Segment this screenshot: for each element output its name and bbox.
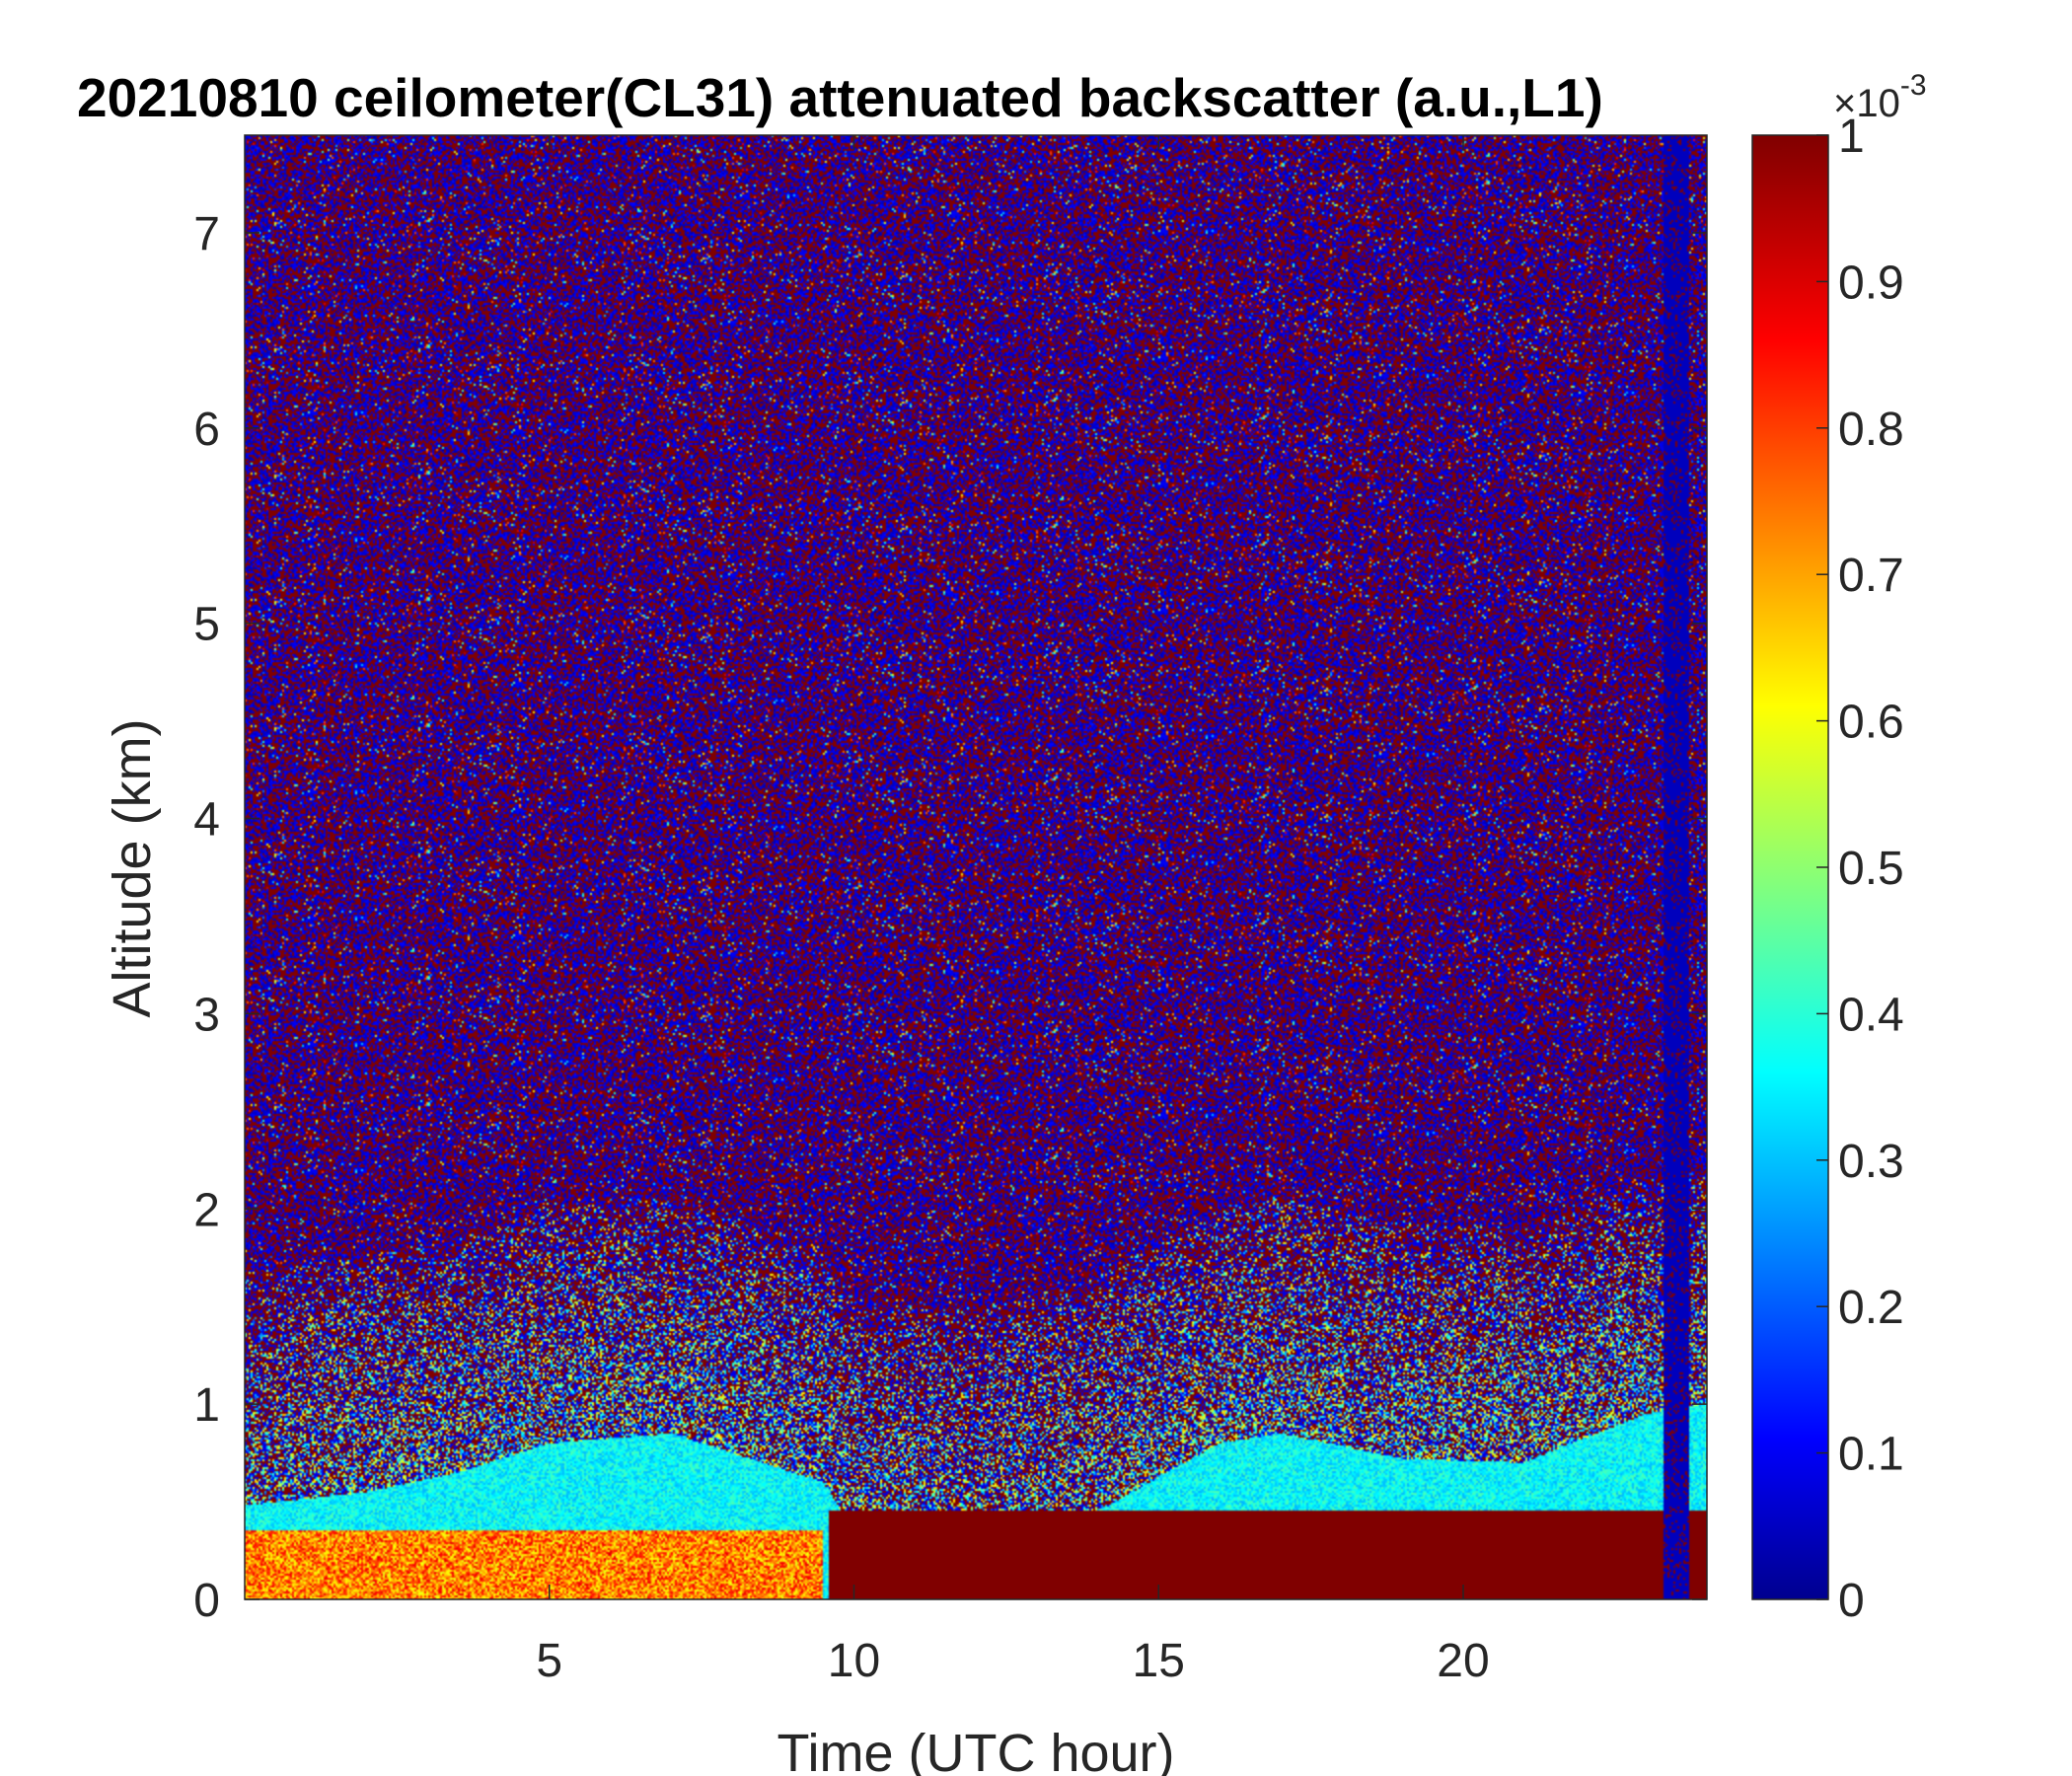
y-axis-label: Altitude (km) — [103, 718, 162, 1017]
colorbar-tick-label: 0.2 — [1838, 1282, 1904, 1334]
colorbar-tick-label: 0.9 — [1838, 257, 1904, 309]
y-tick-label: 0 — [193, 1575, 220, 1627]
y-axis-ticks: 0 1 2 3 4 5 6 7 — [193, 208, 1707, 1627]
colorbar-tick-label: 0.4 — [1838, 989, 1904, 1041]
x-tick-label: 20 — [1437, 1635, 1489, 1687]
colorbar-multiplier-exponent: -3 — [1900, 69, 1927, 102]
y-tick-label: 4 — [193, 794, 220, 847]
colorbar-multiplier: ×10-3 — [1833, 69, 1927, 125]
y-tick-label: 3 — [193, 989, 220, 1041]
colorbar-tick-label: 0.1 — [1838, 1429, 1904, 1481]
colorbar-tick-label: 0.7 — [1838, 550, 1904, 602]
x-tick-label: 10 — [828, 1635, 880, 1687]
y-tick-label: 7 — [193, 208, 220, 260]
y-tick-label: 1 — [193, 1379, 220, 1432]
colorbar-tick-label: 0.6 — [1838, 697, 1904, 749]
heatmap-plot-area: 5 10 15 20 0 1 2 3 4 5 6 7 — [193, 134, 1708, 1687]
x-axis-label: Time (UTC hour) — [777, 1724, 1174, 1776]
colorbar-multiplier-base: ×10 — [1833, 82, 1900, 125]
colorbar-tick-label: 0.3 — [1838, 1136, 1904, 1188]
colorbar-ticks: 0 0.1 0.2 0.3 0.4 0.5 0.6 0.7 0.8 0.9 1 — [1816, 111, 1904, 1627]
x-axis-ticks: 5 10 15 20 — [536, 135, 1490, 1687]
y-tick-label: 2 — [193, 1184, 220, 1236]
colorbar-tick-label: 0.5 — [1838, 843, 1904, 895]
y-tick-label: 5 — [193, 599, 220, 651]
backscatter-heatmap-image — [245, 135, 1707, 1599]
chart-title: 20210810 ceilometer(CL31) attenuated bac… — [77, 67, 1603, 128]
x-tick-label: 5 — [536, 1635, 562, 1687]
colorbar-tick-label: 1 — [1838, 111, 1865, 163]
colorbar-tick-label: 0.8 — [1838, 404, 1904, 456]
y-tick-label: 6 — [193, 404, 220, 456]
colorbar-tick-label: 0 — [1838, 1575, 1865, 1627]
colorbar: 0 0.1 0.2 0.3 0.4 0.5 0.6 0.7 0.8 0.9 1 ×10-3 — [1751, 69, 1927, 1627]
x-tick-label: 15 — [1133, 1635, 1185, 1687]
plot-frame — [244, 134, 1708, 1600]
colorbar-gradient — [1752, 135, 1828, 1599]
